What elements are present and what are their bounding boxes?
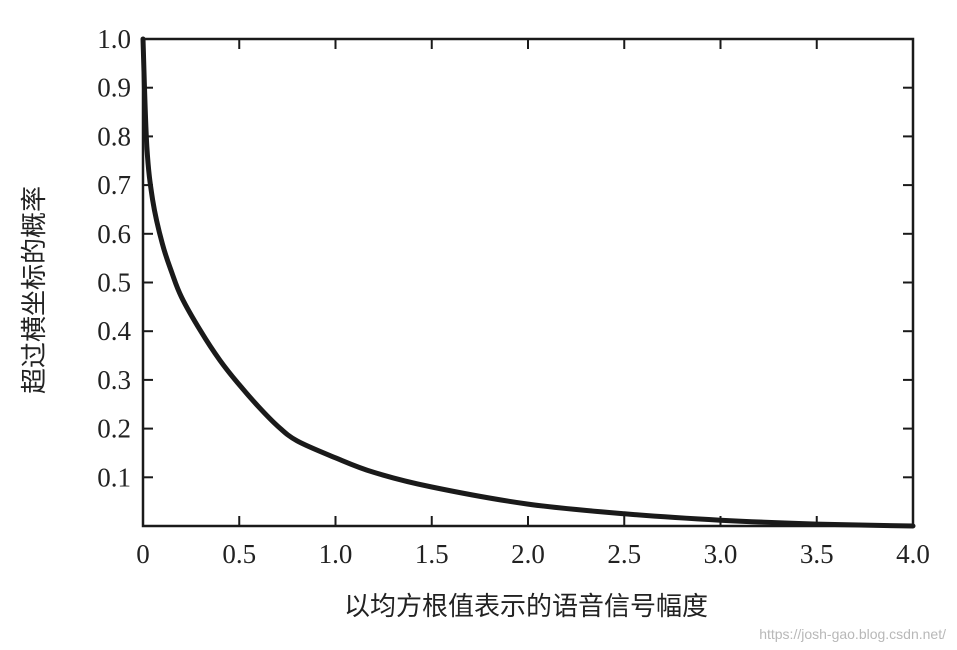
x-tick-label: 0.5 bbox=[222, 539, 256, 569]
y-tick-label: 0.3 bbox=[97, 365, 131, 395]
x-tick-label: 1.5 bbox=[415, 539, 449, 569]
x-tick-label: 2.5 bbox=[607, 539, 641, 569]
plot-frame bbox=[141, 37, 915, 528]
x-tick-label: 3.5 bbox=[800, 539, 834, 569]
x-tick-label: 0 bbox=[136, 539, 150, 569]
y-tick-label: 0.6 bbox=[97, 219, 131, 249]
tick-marks bbox=[143, 39, 913, 526]
x-tick-label: 2.0 bbox=[511, 539, 545, 569]
data-line bbox=[140, 36, 916, 529]
x-axis-label: 以均方根值表示的语音信号幅度 bbox=[344, 592, 708, 622]
y-tick-label: 1.0 bbox=[97, 24, 131, 54]
x-tick-label: 1.0 bbox=[319, 539, 353, 569]
x-tick-label: 3.0 bbox=[704, 539, 738, 569]
y-tick-label: 0.8 bbox=[97, 121, 131, 151]
y-tick-label: 0.7 bbox=[97, 170, 131, 200]
y-tick-label: 0.5 bbox=[97, 268, 131, 298]
watermark: https://josh-gao.blog.csdn.net/ bbox=[759, 626, 946, 642]
y-tick-label: 0.4 bbox=[97, 316, 131, 346]
x-tick-label: 4.0 bbox=[896, 539, 930, 569]
y-axis-label: 超过横坐标的概率 bbox=[20, 186, 50, 394]
y-tick-label: 0.2 bbox=[97, 414, 131, 444]
y-tick-label: 0.1 bbox=[97, 462, 131, 492]
y-tick-label: 0.9 bbox=[97, 73, 131, 103]
tick-labels: 0 0.5 1.0 1.5 2.0 2.5 3.0 3.5 4.0 0.1 0.2 0.3 0.4 0.5… bbox=[97, 24, 930, 569]
